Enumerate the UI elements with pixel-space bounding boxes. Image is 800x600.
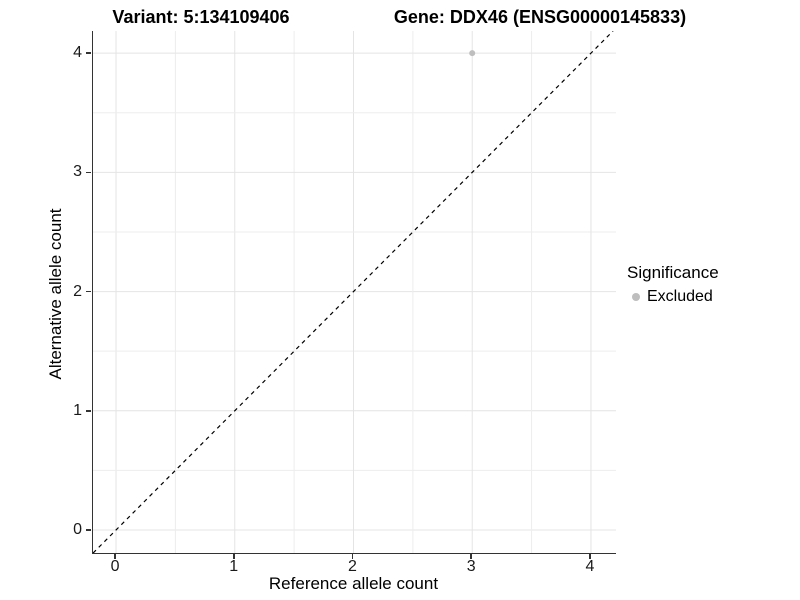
plot-title-variant: Variant: 5:134109406 — [112, 7, 290, 27]
y-tick-label: 1 — [73, 401, 82, 419]
x-tick-label: 3 — [466, 558, 476, 575]
x-axis-tick — [589, 554, 591, 559]
plot-panel — [92, 31, 616, 554]
legend-point-swatch — [632, 293, 640, 301]
y-axis-tick — [86, 290, 91, 293]
x-tick-label: 1 — [229, 558, 239, 575]
y-axis-tick — [86, 171, 91, 174]
identity-line — [93, 31, 614, 553]
y-tick-label: 4 — [73, 44, 82, 62]
x-axis-tick — [233, 554, 235, 559]
legend: Significance Excluded — [627, 263, 719, 306]
y-axis-tick — [86, 529, 91, 531]
y-tick-label: 0 — [73, 520, 82, 538]
x-tick-label: 4 — [585, 558, 595, 575]
data-point — [469, 50, 476, 57]
y-axis-tick — [86, 52, 91, 54]
legend-item: Excluded — [627, 288, 719, 306]
x-axis-tick — [351, 554, 354, 559]
y-tick-label: 2 — [73, 282, 82, 300]
x-axis-tick — [114, 554, 116, 559]
y-axis-tick — [86, 410, 91, 412]
legend-item-label: Excluded — [647, 288, 713, 305]
x-axis-tick — [470, 554, 472, 559]
x-tick-label: 2 — [348, 558, 357, 575]
plot-title-gene: Gene: DDX46 (ENSG00000145833) — [393, 7, 687, 27]
x-axis-title: Reference allele count — [268, 574, 439, 593]
plot-area-svg — [93, 31, 616, 553]
y-tick-label: 3 — [73, 163, 82, 181]
legend-items: Excluded — [627, 288, 719, 306]
legend-title: Significance — [627, 263, 719, 282]
x-tick-label: 0 — [110, 558, 120, 575]
